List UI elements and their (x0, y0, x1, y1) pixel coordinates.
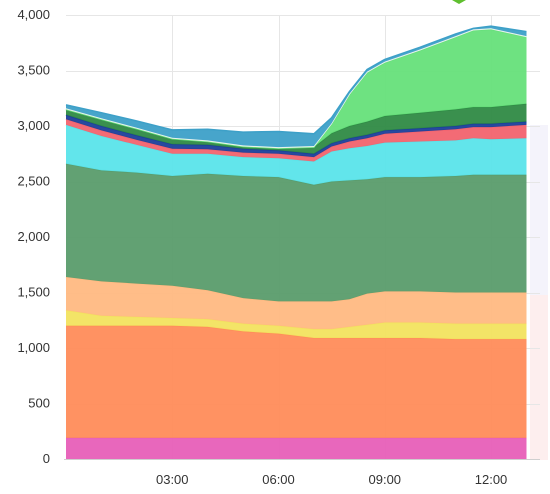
series-area-7 (66, 119, 527, 162)
series-areas (65, 25, 527, 459)
y-tick-label: 2,000 (17, 229, 50, 244)
x-axis: 03:00 06:00 09:00 12:00 (156, 472, 507, 487)
x-tick-label: 12:00 (475, 472, 508, 487)
series-area-8 (66, 114, 527, 158)
y-tick-label: 4,000 (17, 7, 50, 22)
series-area-4 (66, 277, 527, 330)
x-tick-label: 06:00 (262, 472, 295, 487)
green-marker-icon (452, 0, 466, 4)
series-area-3 (66, 310, 527, 340)
right-shade-lower (530, 295, 548, 460)
series-area-6 (66, 124, 527, 185)
y-axis: 0 500 1,000 1,500 2,000 2,500 3,000 3,500 4,000 (17, 7, 50, 466)
y-tick-label: 1,000 (17, 340, 50, 355)
series-area-5 (66, 163, 527, 302)
y-tick-label: 0 (43, 451, 50, 466)
y-tick-label: 3,000 (17, 118, 50, 133)
y-tick-label: 1,500 (17, 285, 50, 300)
y-tick-label: 3,500 (17, 63, 50, 78)
series-area-1 (66, 437, 527, 459)
series-area-9 (66, 103, 527, 154)
x-tick-label: 03:00 (156, 472, 189, 487)
series-area-2 (66, 325, 527, 438)
y-tick-label: 500 (28, 396, 50, 411)
series-area-10 (66, 29, 527, 149)
y-tick-label: 2,500 (17, 174, 50, 189)
x-tick-label: 09:00 (369, 472, 402, 487)
series-line-12 (65, 25, 527, 135)
